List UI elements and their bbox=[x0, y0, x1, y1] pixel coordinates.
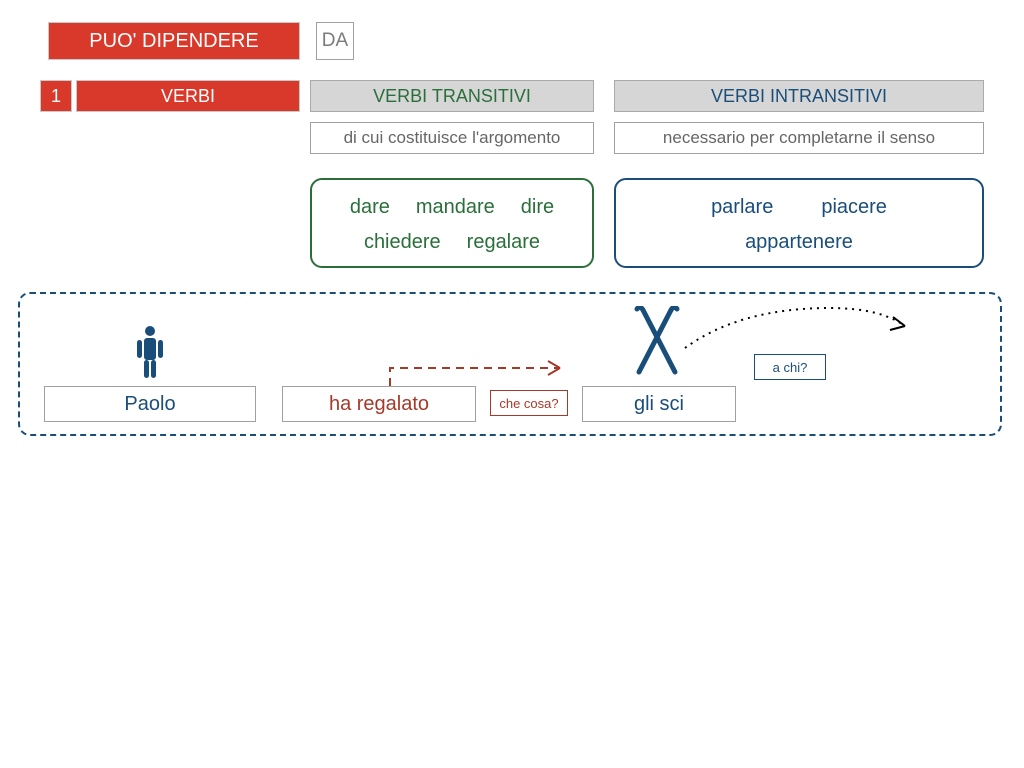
sentence-q2: a chi? bbox=[773, 360, 808, 375]
trans-verb: regalare bbox=[467, 231, 540, 254]
sentence-q1: che cosa? bbox=[499, 396, 558, 411]
transitivi-header-text: VERBI TRANSITIVI bbox=[373, 86, 531, 107]
sentence-object-box: gli sci bbox=[582, 386, 736, 422]
person-icon bbox=[130, 324, 170, 380]
sentence-q1-box: che cosa? bbox=[490, 390, 568, 416]
sentence-object: gli sci bbox=[634, 393, 684, 416]
transitivi-verbs-group: dare mandare dire chiedere regalare bbox=[310, 178, 594, 268]
header-title: PUO' DIPENDERE bbox=[48, 22, 300, 60]
trans-verb: dire bbox=[521, 196, 554, 219]
number-text: 1 bbox=[51, 86, 61, 107]
intransitivi-sub-text: necessario per completarne il senso bbox=[663, 128, 935, 148]
ski-icon bbox=[627, 306, 687, 376]
number-box: 1 bbox=[40, 80, 72, 112]
verbi-text: VERBI bbox=[161, 86, 215, 107]
trans-verb: chiedere bbox=[364, 231, 441, 254]
intrans-verb: parlare bbox=[711, 196, 773, 219]
intransitivi-header: VERBI INTRANSITIVI bbox=[614, 80, 984, 112]
sentence-subject-box: Paolo bbox=[44, 386, 256, 422]
sentence-verb: ha regalato bbox=[329, 393, 429, 416]
intransitivi-header-text: VERBI INTRANSITIVI bbox=[711, 86, 887, 107]
sentence-verb-box: ha regalato bbox=[282, 386, 476, 422]
header-da-box: DA bbox=[316, 22, 354, 60]
intransitivi-sub: necessario per completarne il senso bbox=[614, 122, 984, 154]
dashed-arrow-red bbox=[380, 356, 580, 386]
header-title-text: PUO' DIPENDERE bbox=[89, 30, 258, 53]
transitivi-header: VERBI TRANSITIVI bbox=[310, 80, 594, 112]
verbi-box: VERBI bbox=[76, 80, 300, 112]
transitivi-sub-text: di cui costituisce l'argomento bbox=[344, 128, 561, 148]
header-da-text: DA bbox=[322, 30, 348, 52]
transitivi-sub: di cui costituisce l'argomento bbox=[310, 122, 594, 154]
sentence-q2-box: a chi? bbox=[754, 354, 826, 380]
trans-verb: dare bbox=[350, 196, 390, 219]
trans-verb: mandare bbox=[416, 196, 495, 219]
intrans-verb: piacere bbox=[821, 196, 887, 219]
intransitivi-verbs-group: parlare piacere appartenere bbox=[614, 178, 984, 268]
sentence-subject: Paolo bbox=[124, 393, 175, 416]
dotted-arrow-black bbox=[680, 306, 920, 350]
intrans-verb: appartenere bbox=[745, 231, 853, 254]
